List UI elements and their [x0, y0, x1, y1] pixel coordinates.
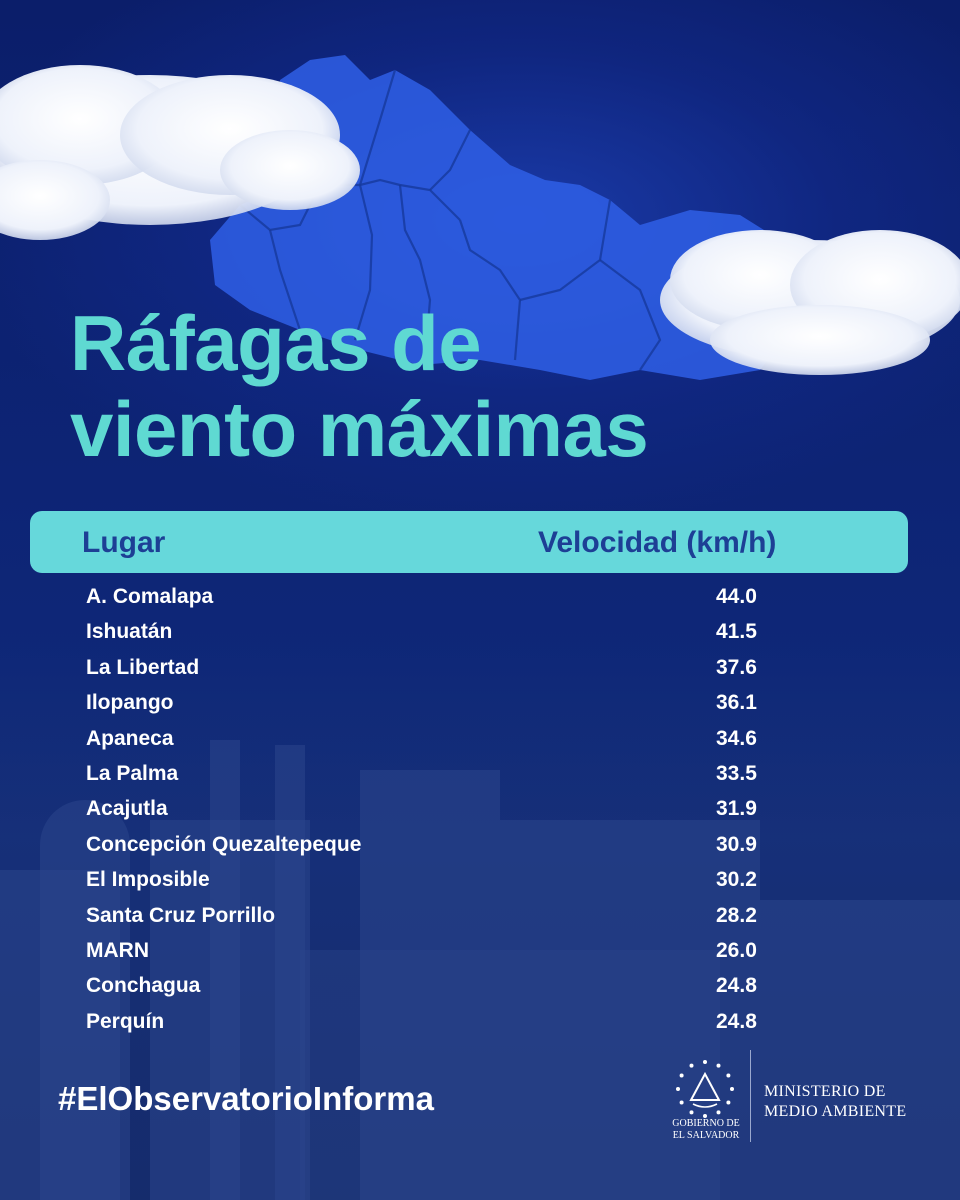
title-line-2: viento máximas — [70, 385, 649, 473]
table-header-bar: Lugar Velocidad (km/h) — [30, 511, 908, 573]
place-cell: El Imposible — [86, 868, 210, 892]
table-row: Ilopango 36.1 — [0, 687, 960, 722]
place-cell: Conchagua — [86, 974, 201, 998]
ministry-line-2: MEDIO AMBIENTE — [764, 1103, 907, 1120]
column-header-place: Lugar — [82, 526, 166, 559]
wind-gust-table: A. Comalapa 44.0 Ishuatán 41.5 La Libertad… — [0, 581, 960, 1041]
speed-cell: 34.6 — [716, 726, 757, 750]
place-cell: Santa Cruz Porrillo — [86, 903, 276, 927]
place-cell: Perquín — [86, 1009, 165, 1033]
seal-caption: GOBIERNO DE EL SALVADOR — [660, 1118, 752, 1142]
speed-cell: 41.5 — [716, 620, 757, 644]
speed-cell: 24.8 — [716, 974, 757, 998]
national-seal-icon — [676, 1060, 734, 1118]
table-row: Acajutla 31.9 — [0, 793, 960, 828]
ministry-name: MINISTERIO DE MEDIO AMBIENTE — [764, 1082, 906, 1122]
speed-cell: 30.9 — [716, 832, 757, 856]
speed-cell: 28.2 — [716, 903, 757, 927]
table-row: Ishuatán 41.5 — [0, 616, 960, 651]
seal-caption-line-1: GOBIERNO DE — [672, 1118, 740, 1129]
speed-cell: 44.0 — [716, 585, 757, 608]
government-logo: GOBIERNO DE EL SALVADOR MINISTERIO DE ME… — [660, 1050, 930, 1150]
place-cell: Concepción Quezaltepeque — [86, 832, 362, 856]
table-row: Concepción Quezaltepeque 30.9 — [0, 829, 960, 864]
column-header-speed: Velocidad (km/h) — [538, 526, 777, 559]
seal-caption-line-2: EL SALVADOR — [672, 1130, 740, 1141]
speed-cell: 36.1 — [716, 691, 757, 715]
speed-cell: 37.6 — [716, 655, 757, 679]
table-row: El Imposible 30.2 — [0, 864, 960, 899]
table-row: Santa Cruz Porrillo 28.2 — [0, 900, 960, 935]
speed-cell: 31.9 — [716, 797, 757, 821]
page-title: Ráfagas de viento máximas — [70, 299, 649, 473]
place-cell: Ishuatán — [86, 620, 173, 644]
logo-divider — [750, 1050, 751, 1142]
title-line-1: Ráfagas de — [70, 299, 482, 387]
table-row: A. Comalapa 44.0 — [0, 581, 960, 616]
table-row: La Libertad 37.6 — [0, 652, 960, 687]
place-cell: A. Comalapa — [86, 585, 214, 608]
city-skyline-backdrop — [0, 640, 960, 1200]
place-cell: Apaneca — [86, 726, 174, 750]
place-cell: La Libertad — [86, 655, 200, 679]
table-row: Perquín 24.8 — [0, 1006, 960, 1041]
table-row: Apaneca 34.6 — [0, 723, 960, 758]
speed-cell: 30.2 — [716, 868, 757, 892]
el-salvador-map-graphic — [0, 55, 960, 380]
place-cell: La Palma — [86, 761, 179, 785]
ministry-line-1: MINISTERIO DE — [764, 1083, 886, 1100]
speed-cell: 33.5 — [716, 761, 757, 785]
speed-cell: 24.8 — [716, 1009, 757, 1033]
place-cell: Acajutla — [86, 797, 168, 821]
table-row: Conchagua 24.8 — [0, 970, 960, 1005]
table-row: La Palma 33.5 — [0, 758, 960, 793]
table-row: MARN 26.0 — [0, 935, 960, 970]
place-cell: MARN — [86, 938, 149, 962]
cloud-left — [0, 65, 360, 240]
hashtag-text: #ElObservatorioInforma — [58, 1080, 434, 1117]
cloud-right — [660, 230, 960, 375]
speed-cell: 26.0 — [716, 938, 757, 962]
place-cell: Ilopango — [86, 691, 174, 715]
